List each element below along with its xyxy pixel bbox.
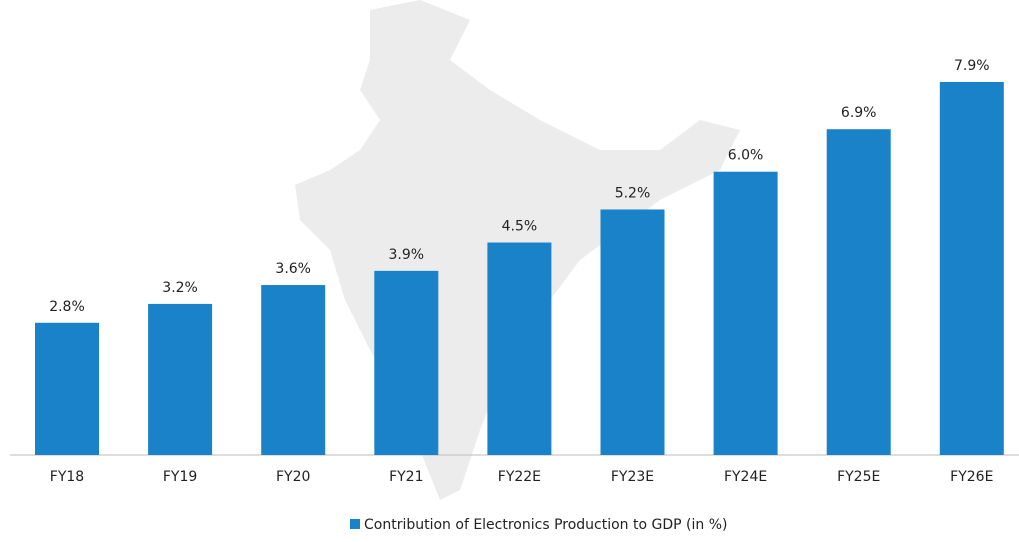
bar xyxy=(35,322,99,455)
legend-swatch xyxy=(350,519,360,529)
value-label: 4.5% xyxy=(502,219,538,235)
x-tick-label: FY18 xyxy=(50,469,84,485)
value-label: 3.2% xyxy=(162,280,198,296)
value-label: 5.2% xyxy=(615,185,651,201)
bar xyxy=(713,171,778,455)
x-tick-label: FY25E xyxy=(837,469,880,485)
bar xyxy=(261,285,326,455)
value-label: 3.6% xyxy=(275,261,311,277)
x-tick-label: FY24E xyxy=(724,469,767,485)
bar xyxy=(939,82,1004,455)
bar xyxy=(148,303,213,455)
legend-label: Contribution of Electronics Production t… xyxy=(364,517,727,533)
x-tick-label: FY20 xyxy=(276,469,310,485)
bar xyxy=(374,270,439,455)
value-label: 2.8% xyxy=(49,299,85,315)
bar xyxy=(826,129,891,455)
x-tick-label: FY21 xyxy=(389,469,423,485)
x-tick-label: FY23E xyxy=(611,469,654,485)
value-label: 6.9% xyxy=(841,105,877,121)
bar xyxy=(487,242,552,455)
x-tick-label: FY19 xyxy=(163,469,197,485)
x-tick-label: FY26E xyxy=(950,469,993,485)
value-label: 6.0% xyxy=(728,148,764,164)
value-label: 7.9% xyxy=(954,58,990,74)
value-label: 3.9% xyxy=(389,247,425,263)
bar xyxy=(600,209,665,455)
x-tick-label: FY22E xyxy=(498,469,541,485)
